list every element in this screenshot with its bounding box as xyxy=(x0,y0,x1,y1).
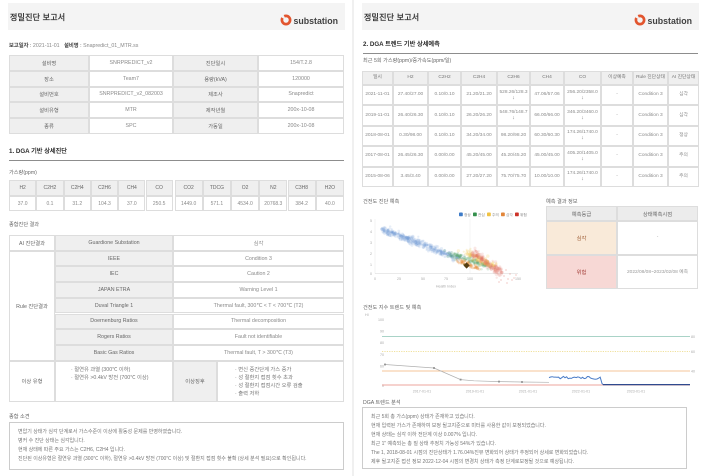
svg-text:75: 75 xyxy=(444,277,448,281)
svg-text:2022-01-01: 2022-01-01 xyxy=(572,390,590,394)
svg-text:2017-01-01: 2017-01-01 xyxy=(413,390,431,394)
svg-text:2023-01-01: 2023-01-01 xyxy=(627,390,645,394)
svg-text:100: 100 xyxy=(378,318,384,322)
svg-text:1: 1 xyxy=(370,263,372,267)
svg-text:150: 150 xyxy=(515,277,521,281)
svg-text:25: 25 xyxy=(397,277,401,281)
svg-text:0: 0 xyxy=(374,277,376,281)
svg-text:관심: 관심 xyxy=(478,212,485,217)
svg-text:정상: 정상 xyxy=(464,212,471,217)
svg-text:2: 2 xyxy=(370,252,372,256)
svg-text:심각: 심각 xyxy=(506,212,513,217)
svg-text:40: 40 xyxy=(691,370,695,374)
svg-text:60: 60 xyxy=(691,350,695,354)
svg-text:2019-01-01: 2019-01-01 xyxy=(466,390,484,394)
svg-text:100: 100 xyxy=(467,277,473,281)
svg-text:위험: 위험 xyxy=(520,212,527,217)
svg-text:Health Index: Health Index xyxy=(436,285,456,289)
svg-text:70: 70 xyxy=(380,353,384,357)
svg-text:50: 50 xyxy=(421,277,425,281)
svg-text:80: 80 xyxy=(691,335,695,339)
svg-text:주의: 주의 xyxy=(492,212,499,217)
svg-text:5: 5 xyxy=(370,219,372,223)
svg-text:60: 60 xyxy=(380,365,384,369)
svg-text:90: 90 xyxy=(380,330,384,334)
svg-text:80: 80 xyxy=(380,341,384,345)
svg-text:0: 0 xyxy=(382,384,384,388)
svg-text:HI: HI xyxy=(365,313,369,317)
svg-text:2021-01-01: 2021-01-01 xyxy=(519,390,537,394)
svg-text:4: 4 xyxy=(370,230,372,234)
svg-text:3: 3 xyxy=(370,241,372,245)
svg-text:0: 0 xyxy=(370,272,372,276)
